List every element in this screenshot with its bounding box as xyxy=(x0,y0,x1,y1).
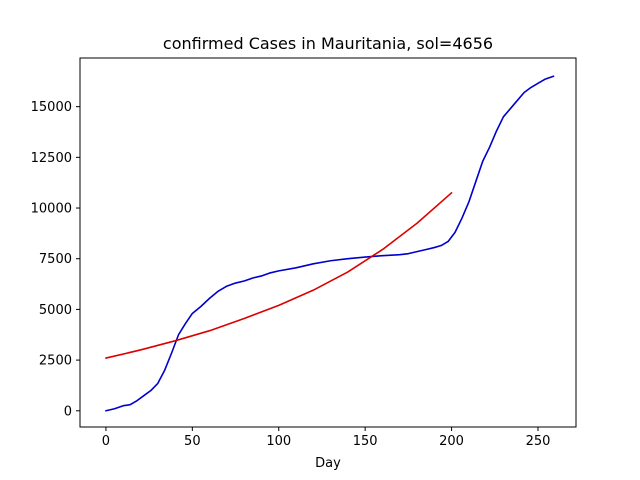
y-tick-label-5: 12500 xyxy=(31,151,72,166)
series-layer xyxy=(105,75,555,412)
x-tick-label-4: 200 xyxy=(439,434,464,449)
series-line-0 xyxy=(105,75,555,412)
x-axis: 0 50 100 150 200 250 xyxy=(102,427,551,449)
y-axis: 0 2500 5000 7500 10000 12500 15000 xyxy=(31,100,80,419)
y-tick-label-0: 0 xyxy=(64,404,72,419)
x-tick-label-0: 0 xyxy=(102,434,110,449)
y-tick-label-4: 10000 xyxy=(31,202,72,217)
y-tick-label-3: 7500 xyxy=(39,252,72,267)
x-tick-label-3: 150 xyxy=(353,434,378,449)
y-tick-label-6: 15000 xyxy=(31,100,72,115)
x-tick-label-1: 50 xyxy=(184,434,201,449)
y-tick-label-1: 2500 xyxy=(39,354,72,369)
x-tick-label-5: 250 xyxy=(526,434,551,449)
y-tick-label-2: 5000 xyxy=(39,303,72,318)
x-axis-title: Day xyxy=(315,456,341,471)
series-line-1 xyxy=(105,192,453,359)
chart-title: confirmed Cases in Mauritania, sol=4656 xyxy=(163,34,493,53)
plot-frame xyxy=(79,57,577,428)
x-tick-label-2: 100 xyxy=(266,434,291,449)
